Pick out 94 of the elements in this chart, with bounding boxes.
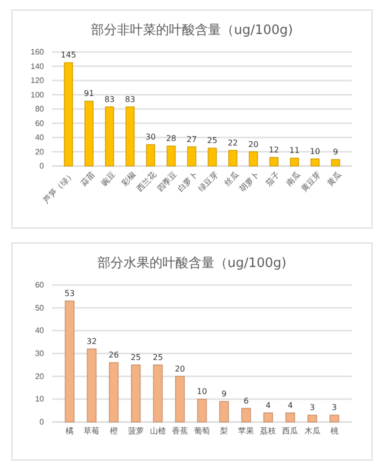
y-tick-label: 0 [40, 162, 45, 171]
data-label: 9 [333, 148, 338, 157]
bar [197, 398, 207, 422]
x-tick-label: 蒜苗 [78, 170, 97, 188]
y-tick-label: 60 [35, 118, 45, 128]
y-tick-label: 40 [35, 133, 45, 142]
x-tick-label: 木瓜 [304, 426, 320, 436]
bar [208, 148, 217, 166]
x-tick-label: 山楂 [150, 426, 166, 436]
data-label: 20 [174, 364, 186, 374]
x-tick-label: 草莓 [84, 426, 100, 436]
x-tick-label: 橘 [66, 426, 74, 436]
bar [153, 364, 163, 422]
x-tick-label: 梨 [220, 426, 228, 436]
y-tick-label: 100 [30, 90, 45, 100]
bar [86, 348, 97, 422]
data-label: 30 [146, 132, 156, 142]
data-label: 91 [84, 89, 94, 98]
y-tick-label: 30 [35, 349, 45, 358]
x-tick-label: 香蕉 [172, 426, 188, 436]
bar [166, 146, 176, 166]
data-label: 3 [310, 403, 315, 412]
data-label: 4 [288, 400, 293, 410]
data-label: 53 [64, 288, 75, 298]
bar [84, 100, 94, 166]
x-tick-label: 桃 [330, 426, 338, 436]
bar [307, 414, 318, 422]
x-tick-label: 丝瓜 [222, 170, 240, 188]
x-tick-label: 黄瓜 [326, 170, 344, 188]
data-label: 83 [104, 94, 115, 104]
y-tick-label: 80 [35, 104, 45, 114]
data-label: 3 [332, 403, 337, 412]
bar [290, 158, 299, 166]
bar [131, 364, 141, 422]
x-tick-label: 菠萝 [128, 426, 144, 436]
bar [219, 401, 229, 422]
data-label: 25 [152, 352, 163, 362]
bar [64, 300, 74, 422]
data-label: 11 [289, 146, 300, 156]
bar [228, 150, 238, 166]
data-label: 6 [244, 396, 249, 406]
y-tick-label: 40 [35, 326, 45, 336]
data-label: 12 [268, 145, 280, 154]
bar [146, 144, 156, 166]
bar [126, 106, 135, 166]
data-label: 145 [60, 50, 76, 60]
data-label: 10 [310, 146, 320, 156]
bar [310, 158, 320, 166]
bar [241, 408, 251, 422]
data-label: 27 [186, 134, 197, 144]
data-label: 20 [248, 140, 258, 149]
data-label: 32 [86, 336, 97, 346]
data-label: 4 [266, 400, 271, 410]
y-tick-label: 120 [30, 76, 45, 86]
y-tick-label: 60 [35, 280, 45, 290]
data-label: 25 [207, 136, 218, 146]
x-tick-label: 茄子 [264, 170, 282, 188]
x-tick-label: 苹果 [238, 426, 254, 436]
bar [330, 414, 340, 422]
x-tick-label: 葡萄 [194, 426, 210, 436]
bar [187, 146, 196, 166]
bar [64, 62, 73, 166]
bar [248, 151, 258, 166]
x-tick-label: 西瓜 [282, 426, 298, 436]
y-tick-label: 20 [35, 147, 45, 156]
data-label: 10 [196, 387, 208, 396]
data-label: 28 [166, 134, 176, 144]
y-tick-label: 0 [40, 418, 45, 427]
bar [285, 412, 296, 422]
chart-title: 部分水果的叶酸含量（ug/100g) [97, 256, 287, 271]
y-tick-label: 160 [30, 48, 45, 57]
bar [108, 362, 119, 422]
data-label: 83 [124, 94, 136, 104]
y-tick-label: 10 [35, 394, 45, 404]
bar [175, 376, 185, 422]
data-label: 25 [130, 352, 141, 362]
bar [263, 412, 273, 422]
y-tick-label: 140 [30, 62, 45, 71]
data-label: 9 [222, 389, 227, 398]
x-tick-label: 胡萝卜 [238, 170, 262, 194]
y-tick-label: 50 [35, 303, 45, 312]
bar [331, 159, 340, 166]
x-tick-label: 荔枝 [260, 426, 276, 436]
bar [105, 106, 114, 166]
x-tick-label: 白萝卜 [176, 170, 200, 194]
x-tick-label: 豌豆 [99, 170, 118, 188]
y-tick-label: 20 [35, 372, 45, 381]
chart-title: 部分非叶菜的叶酸含量（ug/100g) [90, 23, 294, 38]
data-label: 22 [228, 138, 238, 148]
x-tick-label: 绿豆芽 [196, 170, 220, 194]
x-tick-label: 芦笋（绿） [41, 170, 76, 205]
x-tick-label: 橙 [110, 426, 118, 436]
data-label: 26 [108, 350, 119, 360]
bar [269, 157, 278, 166]
